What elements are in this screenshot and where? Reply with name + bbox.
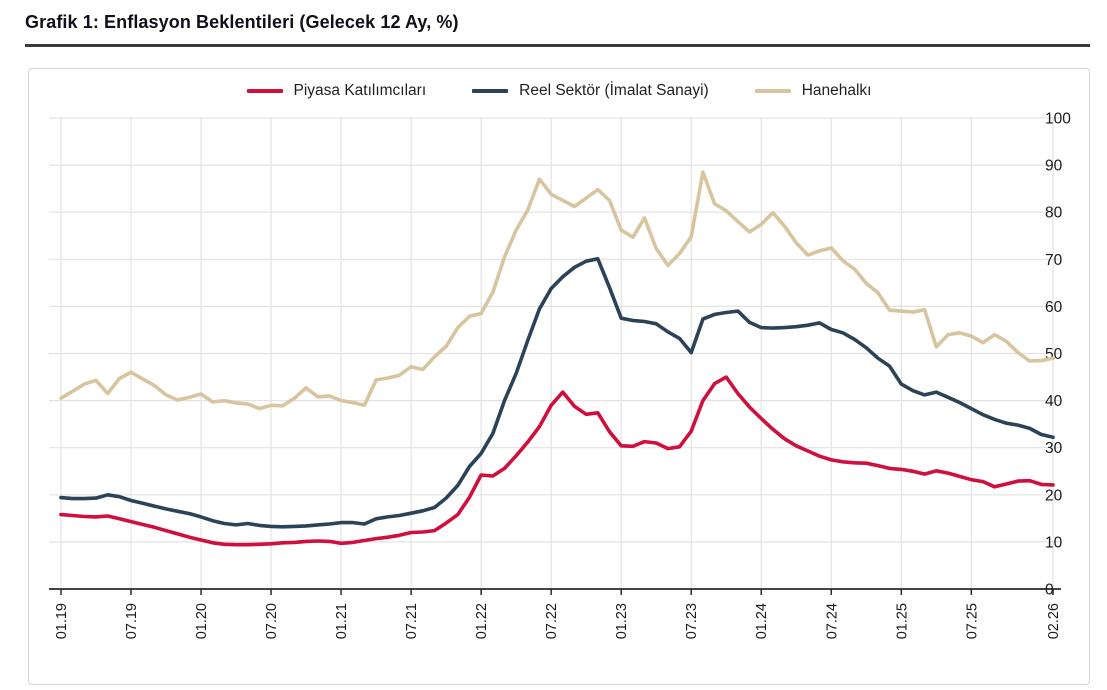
legend-label: Piyasa Katılımcıları bbox=[293, 82, 427, 99]
series-line-reel-sekt-r-i-malat-sanayi bbox=[59, 257, 1055, 529]
series-line-hanehalk bbox=[59, 170, 1055, 411]
y-tick-label: 30 bbox=[1045, 440, 1063, 457]
chart-panel: Piyasa Katılımcıları Reel Sektör (İmalat… bbox=[28, 68, 1090, 685]
x-tick-label: 07.23 bbox=[684, 603, 700, 639]
x-tick-label: 07.25 bbox=[964, 603, 980, 639]
legend-swatch-reel-sektor-icon bbox=[472, 89, 509, 93]
legend-label: Reel Sektör (İmalat Sanayi) bbox=[519, 82, 709, 99]
x-tick-label: 07.24 bbox=[824, 603, 840, 639]
y-tick-label: 20 bbox=[1045, 487, 1063, 504]
legend-item-piyasa-katilimcilari: Piyasa Katılımcıları bbox=[246, 82, 427, 100]
chart-legend: Piyasa Katılımcıları Reel Sektör (İmalat… bbox=[29, 82, 1089, 100]
legend-item-hanehalki: Hanehalkı bbox=[754, 82, 872, 100]
x-tick-label: 07.19 bbox=[124, 603, 140, 639]
series-line-piyasa-kat-l-mc-lar bbox=[59, 375, 1055, 547]
y-tick-label: 60 bbox=[1045, 299, 1063, 316]
x-tick-label: 07.22 bbox=[544, 603, 560, 639]
legend-label: Hanehalkı bbox=[801, 82, 872, 99]
legend-item-reel-sektor: Reel Sektör (İmalat Sanayi) bbox=[472, 82, 709, 100]
x-tick-label: 07.21 bbox=[404, 603, 420, 639]
y-tick-label: 70 bbox=[1045, 252, 1063, 269]
y-tick-label: 80 bbox=[1045, 205, 1063, 222]
x-tick-label: 02.26 bbox=[1046, 603, 1062, 639]
x-tick-label: 01.19 bbox=[54, 603, 70, 639]
x-tick-label: 01.25 bbox=[894, 603, 910, 639]
x-tick-label: 01.23 bbox=[614, 603, 630, 639]
y-tick-label: 100 bbox=[1045, 111, 1071, 128]
legend-swatch-hanehalki-icon bbox=[754, 89, 791, 93]
y-tick-label: 10 bbox=[1045, 534, 1063, 551]
y-tick-label: 90 bbox=[1045, 158, 1063, 175]
x-tick-label: 01.24 bbox=[754, 603, 770, 639]
x-tick-label: 01.21 bbox=[334, 603, 350, 639]
title-underline bbox=[25, 44, 1090, 47]
x-tick-label: 01.20 bbox=[194, 603, 210, 639]
legend-swatch-piyasa-katilimcilari-icon bbox=[246, 89, 283, 93]
page-title: Grafik 1: Enflasyon Beklentileri (Gelece… bbox=[25, 12, 459, 32]
y-tick-label: 0 bbox=[1045, 582, 1054, 599]
x-tick-label: 07.20 bbox=[264, 603, 280, 639]
y-tick-label: 40 bbox=[1045, 393, 1063, 410]
x-tick-label: 01.22 bbox=[474, 603, 490, 639]
